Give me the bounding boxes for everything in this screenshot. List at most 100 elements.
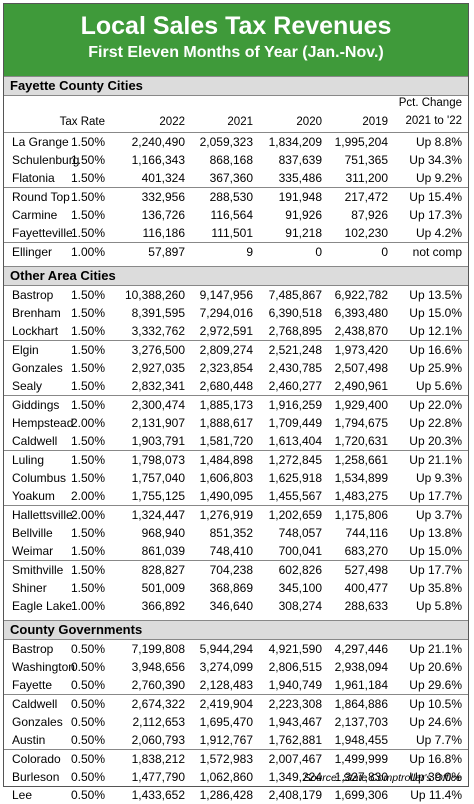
row-value-2019: 4,297,446 <box>334 642 388 656</box>
row-name: Brenham <box>12 306 61 320</box>
column-header-tax-rate: Tax Rate <box>59 116 105 128</box>
row-value-2020: 0 <box>315 245 322 259</box>
table-row: Gonzales 1.50% 2,927,035 2,323,854 2,430,785… <box>4 359 468 377</box>
row-value-2021: 1,912,767 <box>199 733 253 747</box>
row-value-2020: 4,921,590 <box>268 642 322 656</box>
table-row: Schulenburg 1.50% 1,166,343 868,168 837,639 7… <box>4 151 468 169</box>
table-row: Weimar 1.50% 861,039 748,410 700,041 683,270 U… <box>4 542 468 560</box>
row-value-2019: 288,633 <box>344 599 388 613</box>
row-value-2020: 91,218 <box>285 226 322 240</box>
row-value-2020: 335,486 <box>278 171 322 185</box>
row-pct-change: Up 34.3% <box>409 153 462 167</box>
row-pct-change: Up 13.8% <box>409 526 462 540</box>
row-tax-rate: 1.50% <box>70 526 105 540</box>
table-row: Columbus 1.50% 1,757,040 1,606,803 1,625,918… <box>4 469 468 487</box>
row-value-2022: 2,832,341 <box>131 379 185 393</box>
row-value-2020: 1,834,209 <box>268 135 322 149</box>
table-row: Yoakum 2.00% 1,755,125 1,490,095 1,455,567 1,… <box>4 487 468 505</box>
row-value-2022: 1,166,343 <box>131 153 185 167</box>
row-tax-rate: 0.50% <box>70 697 105 711</box>
row-name: Yoakum <box>12 489 55 503</box>
row-value-2022: 57,897 <box>148 245 185 259</box>
row-tax-rate: 0.50% <box>70 715 105 729</box>
row-value-2022: 401,324 <box>141 171 185 185</box>
row-pct-change: Up 21.1% <box>409 642 462 656</box>
row-tax-rate: 1.50% <box>70 361 105 375</box>
table-row: Ellinger 1.00% 57,897 9 0 0 not comp <box>4 242 468 261</box>
row-value-2019: 2,137,703 <box>334 715 388 729</box>
row-tax-rate: 1.00% <box>70 599 105 613</box>
row-value-2021: 2,128,483 <box>199 678 253 692</box>
row-pct-change: Up 24.6% <box>409 715 462 729</box>
row-value-2020: 191,948 <box>278 190 322 204</box>
row-value-2021: 2,419,904 <box>199 697 253 711</box>
row-pct-change: Up 20.6% <box>409 660 462 674</box>
row-pct-change: Up 8.8% <box>415 135 462 149</box>
row-tax-rate: 2.00% <box>70 508 105 522</box>
row-value-2021: 2,680,448 <box>199 379 253 393</box>
row-tax-rate: 1.50% <box>70 171 105 185</box>
row-value-2020: 2,521,248 <box>268 343 322 357</box>
column-header-pct-line1: Pct. Change <box>398 97 462 109</box>
row-value-2019: 6,393,480 <box>334 306 388 320</box>
row-pct-change: Up 22.0% <box>409 398 462 412</box>
row-value-2022: 861,039 <box>141 544 185 558</box>
row-value-2020: 1,709,449 <box>268 416 322 430</box>
row-value-2022: 3,332,762 <box>131 324 185 338</box>
row-value-2020: 1,762,881 <box>268 733 322 747</box>
row-value-2021: 1,888,617 <box>199 416 253 430</box>
row-value-2019: 1,864,886 <box>334 697 388 711</box>
table-row: Fayetteville 1.50% 116,186 111,501 91,218 102… <box>4 224 468 242</box>
row-pct-change: Up 29.6% <box>409 678 462 692</box>
row-value-2019: 2,438,870 <box>334 324 388 338</box>
row-value-2021: 704,238 <box>209 563 253 577</box>
row-name: Lee <box>12 788 33 802</box>
row-name: Gonzales <box>12 715 63 729</box>
row-value-2020: 1,272,845 <box>268 453 322 467</box>
row-tax-rate: 1.50% <box>70 434 105 448</box>
row-tax-rate: 1.50% <box>70 581 105 595</box>
row-value-2020: 2,430,785 <box>268 361 322 375</box>
row-name: Shiner <box>12 581 47 595</box>
column-header-2019: 2019 <box>362 116 388 128</box>
table-row: Shiner 1.50% 501,009 368,869 345,100 400,477 U… <box>4 579 468 597</box>
row-pct-change: Up 17.3% <box>409 208 462 222</box>
row-pct-change: Up 39.0% <box>409 770 462 784</box>
section-title: County Governments <box>4 620 468 640</box>
table-row: Caldwell 0.50% 2,674,322 2,419,904 2,223,308… <box>4 694 468 713</box>
table-row: Bellville 1.50% 968,940 851,352 748,057 744,1… <box>4 524 468 542</box>
row-value-2022: 1,433,652 <box>131 788 185 802</box>
row-value-2020: 1,943,467 <box>268 715 322 729</box>
table-row: Bastrop 1.50% 10,388,260 9,147,956 7,485,867… <box>4 286 468 304</box>
row-pct-change: Up 10.5% <box>409 697 462 711</box>
row-value-2020: 345,100 <box>278 581 322 595</box>
row-pct-change: Up 3.7% <box>415 508 462 522</box>
row-value-2021: 7,294,016 <box>199 306 253 320</box>
row-name: Washington <box>12 660 75 674</box>
row-name: Weimar <box>12 544 54 558</box>
row-value-2021: 1,572,983 <box>199 752 253 766</box>
row-value-2021: 2,059,323 <box>199 135 253 149</box>
row-value-2020: 91,926 <box>285 208 322 222</box>
row-value-2021: 1,695,470 <box>199 715 253 729</box>
row-value-2022: 136,726 <box>141 208 185 222</box>
table-row: Luling 1.50% 1,798,073 1,484,898 1,272,845 1,… <box>4 450 468 469</box>
row-value-2022: 1,477,790 <box>131 770 185 784</box>
row-value-2022: 1,903,791 <box>131 434 185 448</box>
row-value-2022: 1,757,040 <box>131 471 185 485</box>
row-pct-change: Up 13.5% <box>409 288 462 302</box>
row-tax-rate: 1.50% <box>70 208 105 222</box>
row-name: Hempstead <box>12 416 74 430</box>
row-name: Burleson <box>12 770 60 784</box>
row-tax-rate: 0.50% <box>70 788 105 802</box>
row-name: Gonzales <box>12 361 63 375</box>
row-value-2020: 2,460,277 <box>268 379 322 393</box>
column-header-2022: 2022 <box>159 116 185 128</box>
row-name: Caldwell <box>12 434 58 448</box>
row-pct-change: Up 16.6% <box>409 343 462 357</box>
row-value-2021: 288,530 <box>209 190 253 204</box>
row-value-2019: 1,961,184 <box>334 678 388 692</box>
row-value-2020: 1,455,567 <box>268 489 322 503</box>
row-value-2022: 366,892 <box>141 599 185 613</box>
row-value-2020: 748,057 <box>278 526 322 540</box>
